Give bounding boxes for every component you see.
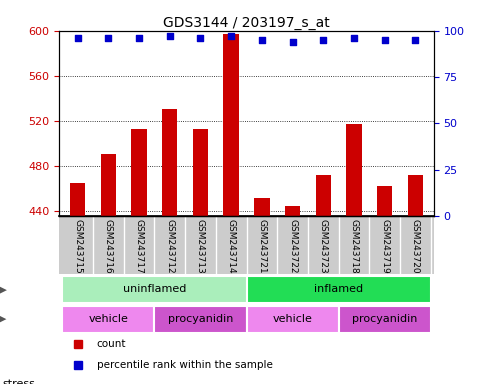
Bar: [246, 276, 431, 303]
Bar: [339, 306, 431, 333]
Bar: [408, 175, 423, 216]
Point: [258, 37, 266, 43]
Text: percentile rank within the sample: percentile rank within the sample: [97, 360, 273, 370]
Bar: [346, 124, 362, 216]
Point: [319, 37, 327, 43]
Text: GSM243721: GSM243721: [257, 219, 266, 274]
Text: GSM243713: GSM243713: [196, 219, 205, 274]
Bar: [193, 129, 208, 216]
Bar: [254, 198, 270, 216]
Point: [381, 37, 388, 43]
Bar: [101, 154, 116, 216]
Point: [105, 35, 112, 41]
Text: count: count: [97, 339, 126, 349]
Text: GSM243718: GSM243718: [350, 219, 358, 274]
Point: [73, 35, 81, 41]
Bar: [223, 34, 239, 216]
Text: stress ▶: stress ▶: [0, 284, 7, 295]
Bar: [70, 182, 85, 216]
Text: GSM243717: GSM243717: [135, 219, 143, 274]
Text: agent ▶: agent ▶: [0, 314, 7, 324]
Title: GDS3144 / 203197_s_at: GDS3144 / 203197_s_at: [163, 16, 330, 30]
Text: GSM243716: GSM243716: [104, 219, 113, 274]
Bar: [62, 306, 154, 333]
Bar: [246, 306, 339, 333]
Text: GSM243723: GSM243723: [319, 219, 328, 274]
Text: GSM243720: GSM243720: [411, 219, 420, 274]
Point: [412, 37, 420, 43]
Text: uninflamed: uninflamed: [123, 284, 186, 294]
Bar: [131, 129, 147, 216]
Text: GSM243714: GSM243714: [227, 219, 236, 274]
Text: GSM243722: GSM243722: [288, 219, 297, 274]
Text: stress: stress: [2, 379, 35, 384]
Bar: [377, 186, 392, 216]
Text: procyanidin: procyanidin: [352, 314, 418, 324]
Point: [166, 33, 174, 39]
Text: vehicle: vehicle: [273, 314, 313, 324]
Text: GSM243715: GSM243715: [73, 219, 82, 274]
Text: GSM243712: GSM243712: [165, 219, 174, 274]
Bar: [316, 175, 331, 216]
Bar: [62, 276, 246, 303]
Point: [227, 33, 235, 39]
Point: [288, 39, 296, 45]
Point: [350, 35, 358, 41]
Point: [197, 35, 205, 41]
Text: inflamed: inflamed: [314, 284, 363, 294]
Text: procyanidin: procyanidin: [168, 314, 233, 324]
Bar: [285, 206, 300, 216]
Text: GSM243719: GSM243719: [380, 219, 389, 274]
Point: [135, 35, 143, 41]
Bar: [154, 306, 246, 333]
Text: vehicle: vehicle: [88, 314, 128, 324]
Bar: [162, 109, 177, 216]
